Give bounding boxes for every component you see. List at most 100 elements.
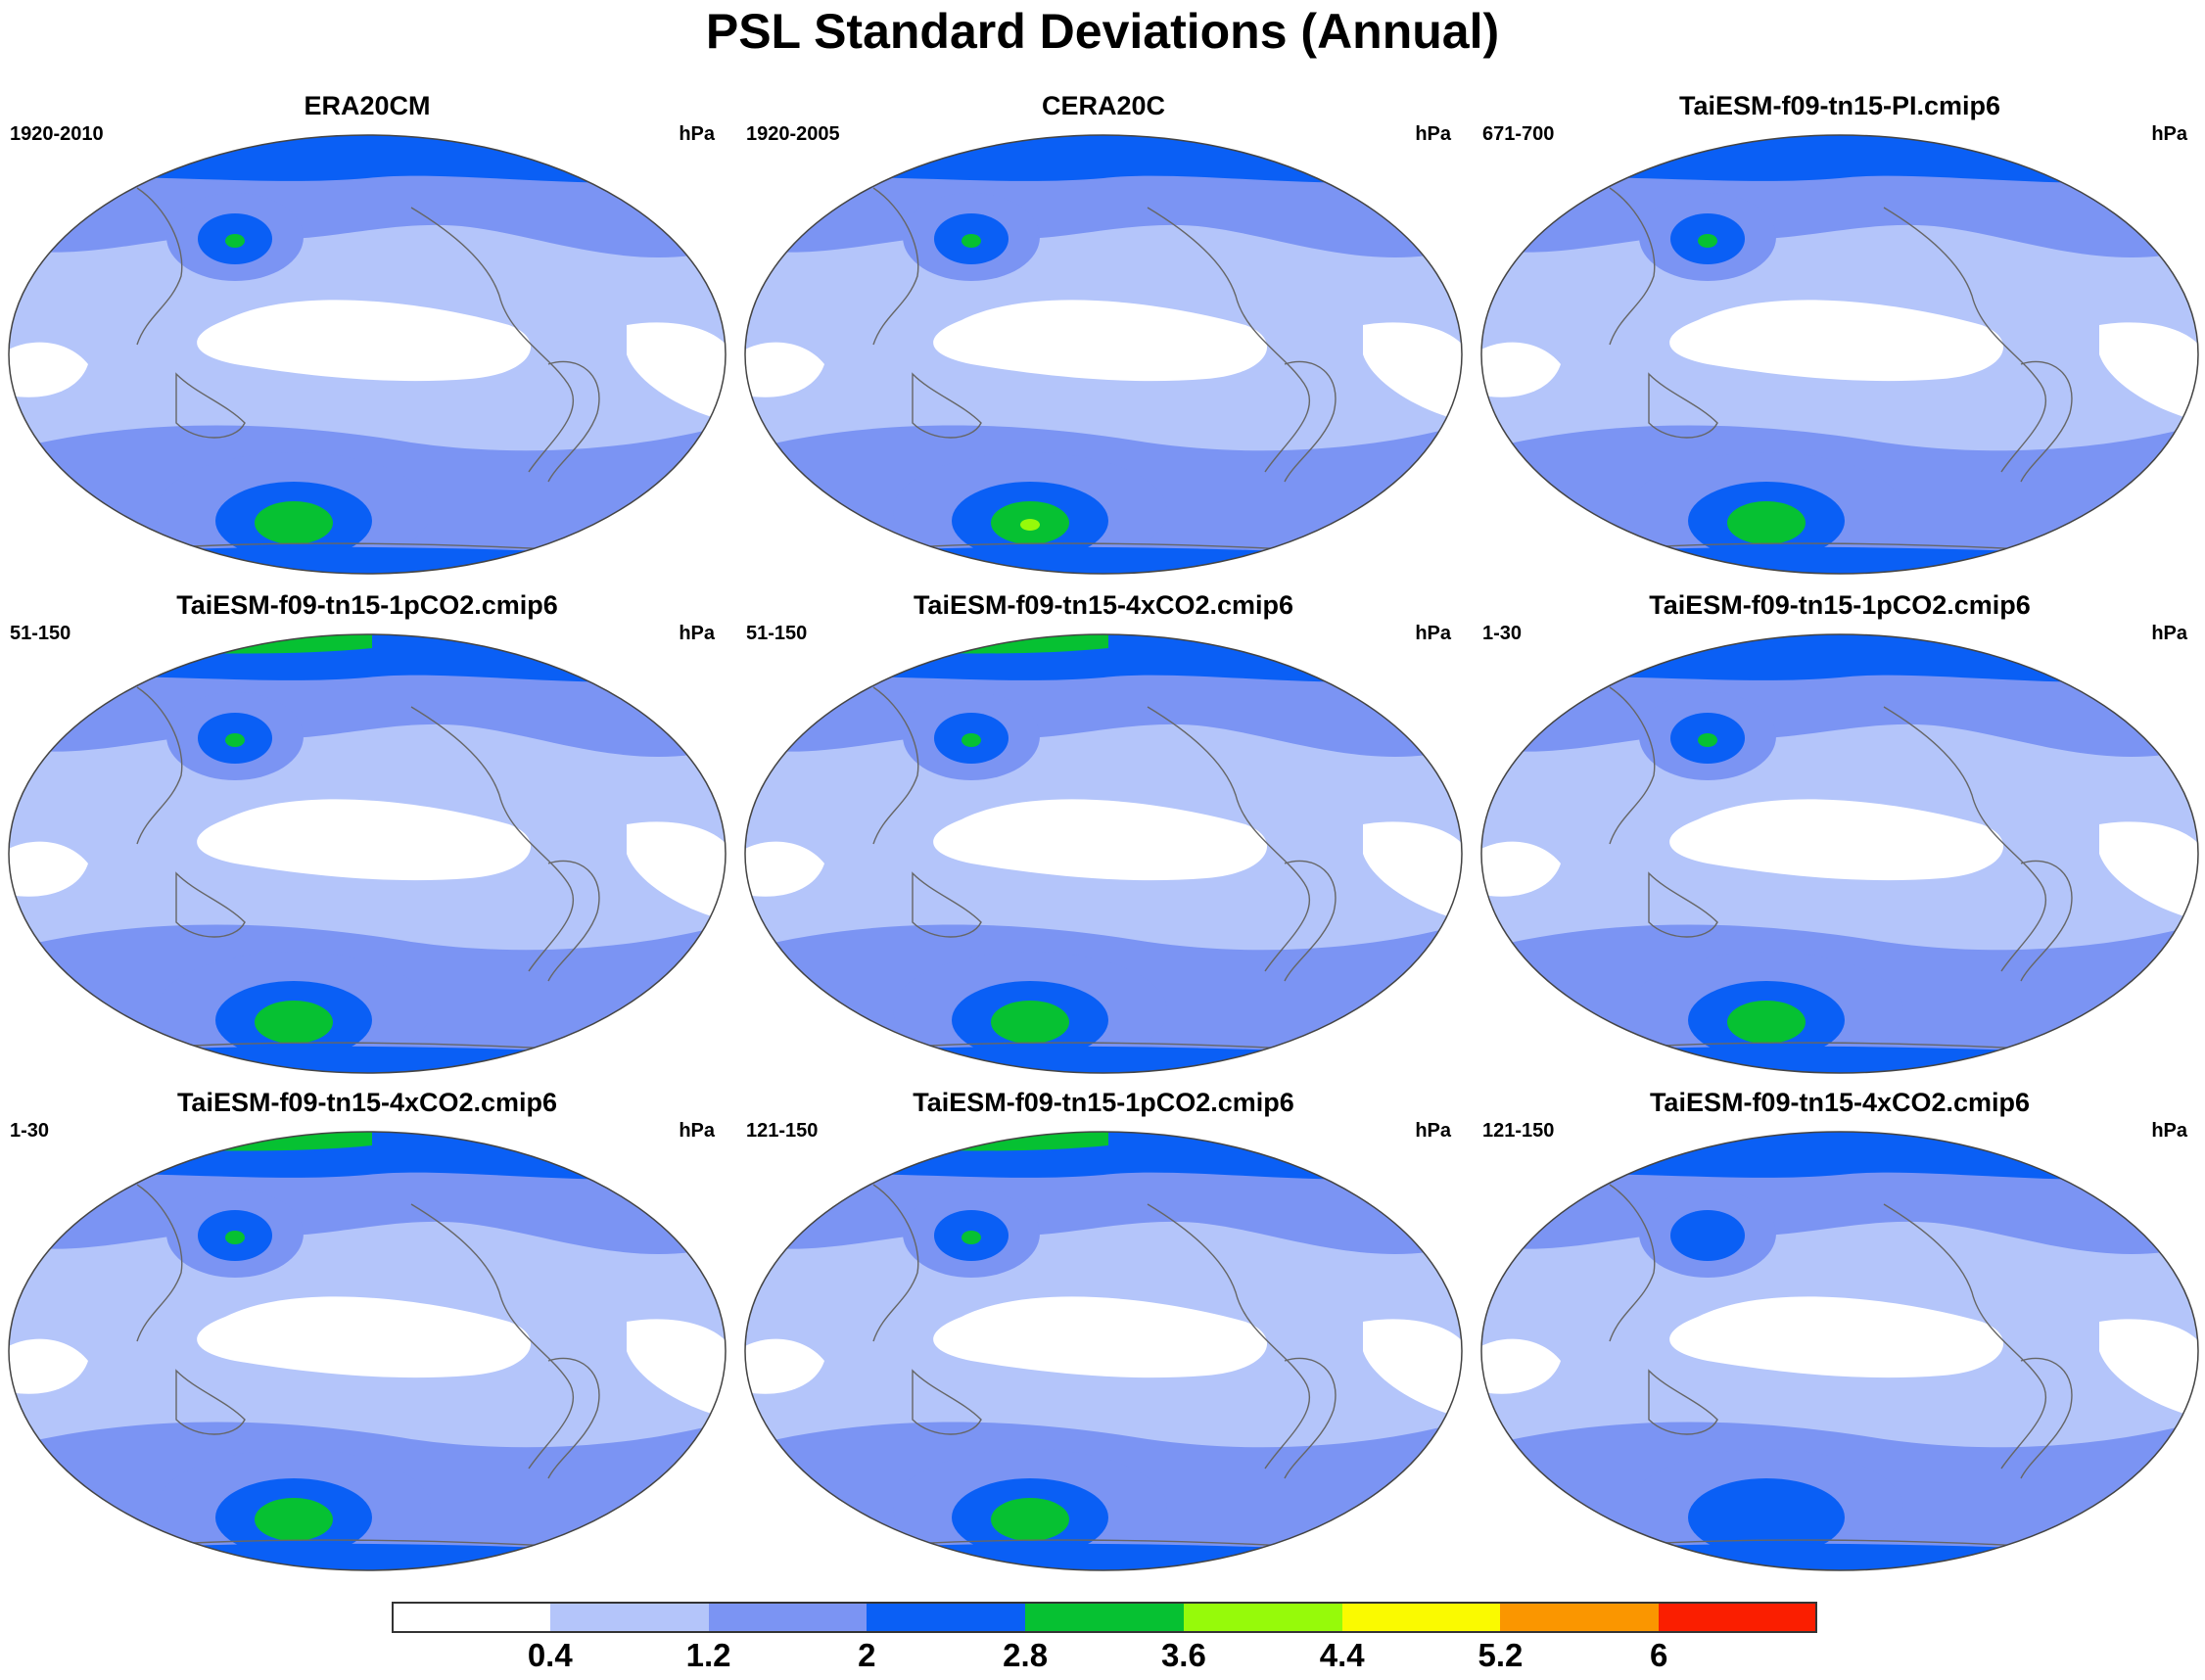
south-america-coast	[547, 360, 600, 483]
americas-coast	[410, 207, 575, 473]
colorbar-tick-label: 2.8	[1003, 1637, 1049, 1673]
arctic-max	[108, 1132, 372, 1151]
americas-coast	[1147, 706, 1311, 972]
australia-coast	[912, 871, 982, 938]
africa-low-variance	[1481, 841, 1561, 897]
map-panel: TaiESM-f09-tn15-1pCO2.cmip6 121-150 hPa	[736, 1087, 1471, 1586]
aleutian-peak	[225, 733, 245, 747]
atlantic-low-variance	[627, 1319, 726, 1420]
panel-period: 671-700	[1482, 123, 1555, 145]
atlantic-low-variance	[1363, 322, 1462, 423]
atlantic-low-variance	[2099, 821, 2198, 922]
south-america-coast	[2020, 1357, 2073, 1479]
americas-coast	[410, 706, 575, 972]
colorbar-tick-label: 6	[1650, 1637, 1668, 1673]
south-america-coast	[2020, 360, 2073, 483]
africa-low-variance	[745, 342, 824, 397]
globe-outline	[1480, 633, 2199, 1074]
southern-peak	[255, 501, 333, 544]
asia-coast	[1609, 686, 1656, 845]
globe-outline	[744, 1131, 1463, 1571]
arctic-band	[745, 135, 1462, 183]
panel-period: 51-150	[10, 623, 71, 644]
tropical-low-variance	[933, 1296, 1268, 1378]
australia-coast	[912, 1369, 982, 1435]
asia-coast	[136, 686, 183, 845]
americas-coast	[1147, 207, 1311, 473]
antarctic-band	[9, 1543, 726, 1570]
globe-outline	[744, 134, 1463, 575]
colorbar-box	[1025, 1602, 1184, 1633]
africa-low-variance	[1481, 1338, 1561, 1394]
figure-title: PSL Standard Deviations (Annual)	[705, 4, 1500, 59]
australia-coast	[175, 1369, 246, 1435]
atlantic-low-variance	[2099, 1319, 2198, 1420]
panel-units: hPa	[1415, 623, 1451, 644]
panel-units: hPa	[1415, 123, 1451, 145]
globe-map	[744, 134, 1463, 575]
southern-peak	[1727, 501, 1806, 544]
americas-coast	[1883, 207, 2047, 473]
southern-extreme	[1020, 519, 1040, 531]
panel-units: hPa	[679, 1120, 715, 1142]
colorbar-tick-label: 0.4	[527, 1637, 573, 1673]
colorbar-box	[1183, 1602, 1342, 1633]
map-panel: CERA20C 1920-2005 hPa	[736, 90, 1471, 589]
tropical-low-variance	[1669, 300, 2004, 382]
americas-coast	[410, 1203, 575, 1470]
colorbar-box	[549, 1602, 709, 1633]
map-panel: TaiESM-f09-tn15-4xCO2.cmip6 51-150 hPa	[736, 589, 1471, 1089]
atlantic-low-variance	[2099, 322, 2198, 423]
panel-period: 51-150	[746, 623, 808, 644]
panel-units: hPa	[1415, 1120, 1451, 1142]
australia-coast	[175, 871, 246, 938]
tropical-low-variance	[1669, 1296, 2004, 1378]
antarctic-band	[1481, 1046, 2198, 1073]
tropical-low-variance	[197, 300, 532, 382]
panel-title: TaiESM-f09-tn15-4xCO2.cmip6	[1649, 1088, 2031, 1117]
aleutian-peak	[225, 1231, 245, 1244]
asia-coast	[1609, 187, 1656, 346]
map-panel: ERA20CM 1920-2010 hPa	[0, 90, 734, 589]
colorbar-box	[867, 1602, 1026, 1633]
atlantic-low-variance	[627, 821, 726, 922]
map-panel: TaiESM-f09-tn15-4xCO2.cmip6 121-150 hPa	[1473, 1087, 2205, 1586]
antarctic-band	[9, 546, 726, 574]
antarctic-band	[745, 546, 1462, 574]
antarctic-band	[1481, 546, 2198, 574]
aleutian-core	[1670, 1210, 1745, 1261]
map-panel: TaiESM-f09-tn15-4xCO2.cmip6 1-30 hPa	[0, 1087, 734, 1586]
southern-peak	[1727, 1001, 1806, 1044]
globe-outline	[1480, 134, 2199, 575]
americas-coast	[1883, 1203, 2047, 1470]
aleutian-peak	[962, 234, 981, 248]
arctic-band	[1481, 135, 2198, 183]
panel-units: hPa	[679, 123, 715, 145]
globe-map	[744, 633, 1463, 1074]
aleutian-peak	[1698, 733, 1717, 747]
panel-period: 1920-2010	[10, 123, 104, 145]
colorbar-box	[1500, 1602, 1660, 1633]
australia-coast	[912, 372, 982, 439]
tropical-low-variance	[933, 300, 1268, 382]
antarctic-band	[9, 1046, 726, 1073]
globe-map	[1480, 633, 2199, 1074]
map-panel: TaiESM-f09-tn15-1pCO2.cmip6 1-30 hPa	[1473, 589, 2205, 1089]
panel-title: TaiESM-f09-tn15-1pCO2.cmip6	[176, 590, 558, 620]
globe-outline	[744, 633, 1463, 1074]
panel-title: CERA20C	[1041, 91, 1166, 120]
globe-outline	[8, 134, 727, 575]
asia-coast	[136, 1184, 183, 1342]
colorbar-tick-label: 4.4	[1319, 1637, 1365, 1673]
tropical-low-variance	[197, 799, 532, 881]
panel-title: TaiESM-f09-tn15-1pCO2.cmip6	[913, 1088, 1294, 1117]
panel-period: 1-30	[10, 1120, 50, 1142]
aleutian-peak	[1698, 234, 1717, 248]
australia-coast	[175, 372, 246, 439]
globe-map	[8, 1131, 727, 1571]
antarctic-band	[745, 1046, 1462, 1073]
south-america-coast	[2020, 860, 2073, 982]
globe-map	[8, 134, 727, 575]
panel-title: TaiESM-f09-tn15-4xCO2.cmip6	[176, 1088, 558, 1117]
americas-coast	[1883, 706, 2047, 972]
